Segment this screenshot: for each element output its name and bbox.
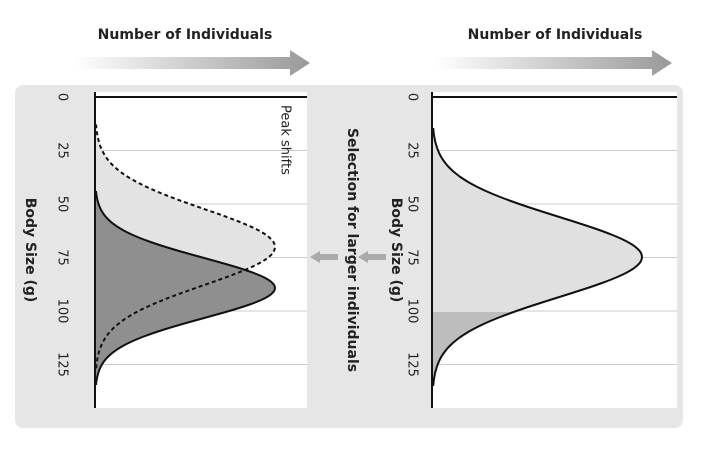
middle-label: Selection for larger individuals: [344, 128, 360, 372]
tick-label: 0: [55, 93, 70, 101]
tick-label: 50: [55, 196, 70, 213]
annotation: Peak shifts: [278, 105, 293, 175]
axis-label: Body Size (g): [388, 198, 404, 303]
tick-label: 0: [405, 93, 420, 101]
tick-label: 125: [405, 352, 420, 377]
tick-label: 50: [405, 196, 420, 213]
original-outline: [94, 124, 277, 370]
tick-label: 100: [405, 299, 420, 324]
tick-label: 25: [55, 142, 70, 159]
distribution-outline: [432, 128, 644, 386]
header: Number of Individuals: [98, 27, 273, 43]
tick-label: 75: [405, 249, 420, 266]
arrow: [310, 251, 338, 263]
shifted-distribution: [95, 191, 277, 385]
tick-label: 125: [55, 352, 70, 377]
axis-label: Body Size (g): [22, 198, 38, 303]
distribution-tail: [432, 312, 514, 385]
arrow: [435, 50, 672, 76]
arrow: [75, 50, 310, 76]
arrow: [358, 251, 386, 263]
tick-label: 100: [55, 299, 70, 324]
header: Number of Individuals: [468, 27, 643, 43]
plots: 0 25 50 75 100 125 0 25 50 75 100 125: [55, 92, 677, 408]
tick-label: 75: [55, 249, 70, 266]
tick-label: 25: [405, 142, 420, 159]
